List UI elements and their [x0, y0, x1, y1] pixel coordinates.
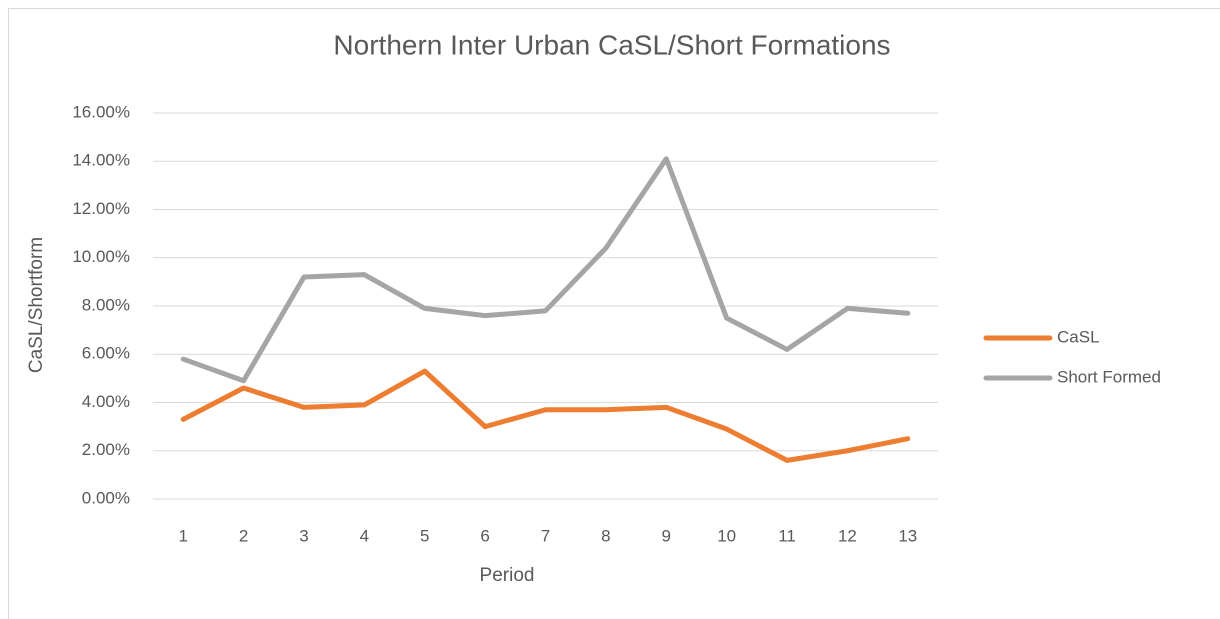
x-tick-label: 1 [178, 526, 187, 545]
y-tick-label: 6.00% [82, 344, 130, 363]
series-line [180, 368, 911, 463]
chart-border [8, 8, 1220, 619]
legend-label: CaSL [1057, 327, 1100, 346]
y-axis-title: CaSL/Shortform [26, 237, 47, 373]
x-tick-label: 10 [717, 526, 736, 545]
y-tick-label: 8.00% [82, 295, 130, 314]
x-tick-label: 9 [662, 526, 671, 545]
legend-label: Short Formed [1057, 367, 1161, 386]
x-tick-label: 11 [778, 526, 796, 545]
x-tick-label: 7 [541, 526, 550, 545]
y-tick-label: 2.00% [82, 440, 130, 459]
y-tick-label: 16.00% [72, 102, 130, 121]
y-tick-label: 10.00% [72, 247, 130, 266]
x-tick-label: 2 [239, 526, 248, 545]
x-tick-label: 4 [360, 526, 369, 545]
x-tick-label: 6 [480, 526, 489, 545]
y-tick-label: 4.00% [82, 392, 130, 411]
x-tick-label: 12 [838, 526, 857, 545]
x-tick-label: 3 [299, 526, 308, 545]
y-tick-label: 14.00% [72, 151, 130, 170]
x-tick-label: 8 [601, 526, 610, 545]
y-tick-label: 0.00% [82, 488, 130, 507]
x-axis-title: Period [480, 565, 535, 586]
y-tick-label: 12.00% [72, 199, 130, 218]
x-tick-label: 5 [420, 526, 429, 545]
x-tick-label: 13 [898, 526, 917, 545]
chart-title: Northern Inter Urban CaSL/Short Formatio… [333, 29, 890, 60]
series-line [180, 156, 911, 384]
